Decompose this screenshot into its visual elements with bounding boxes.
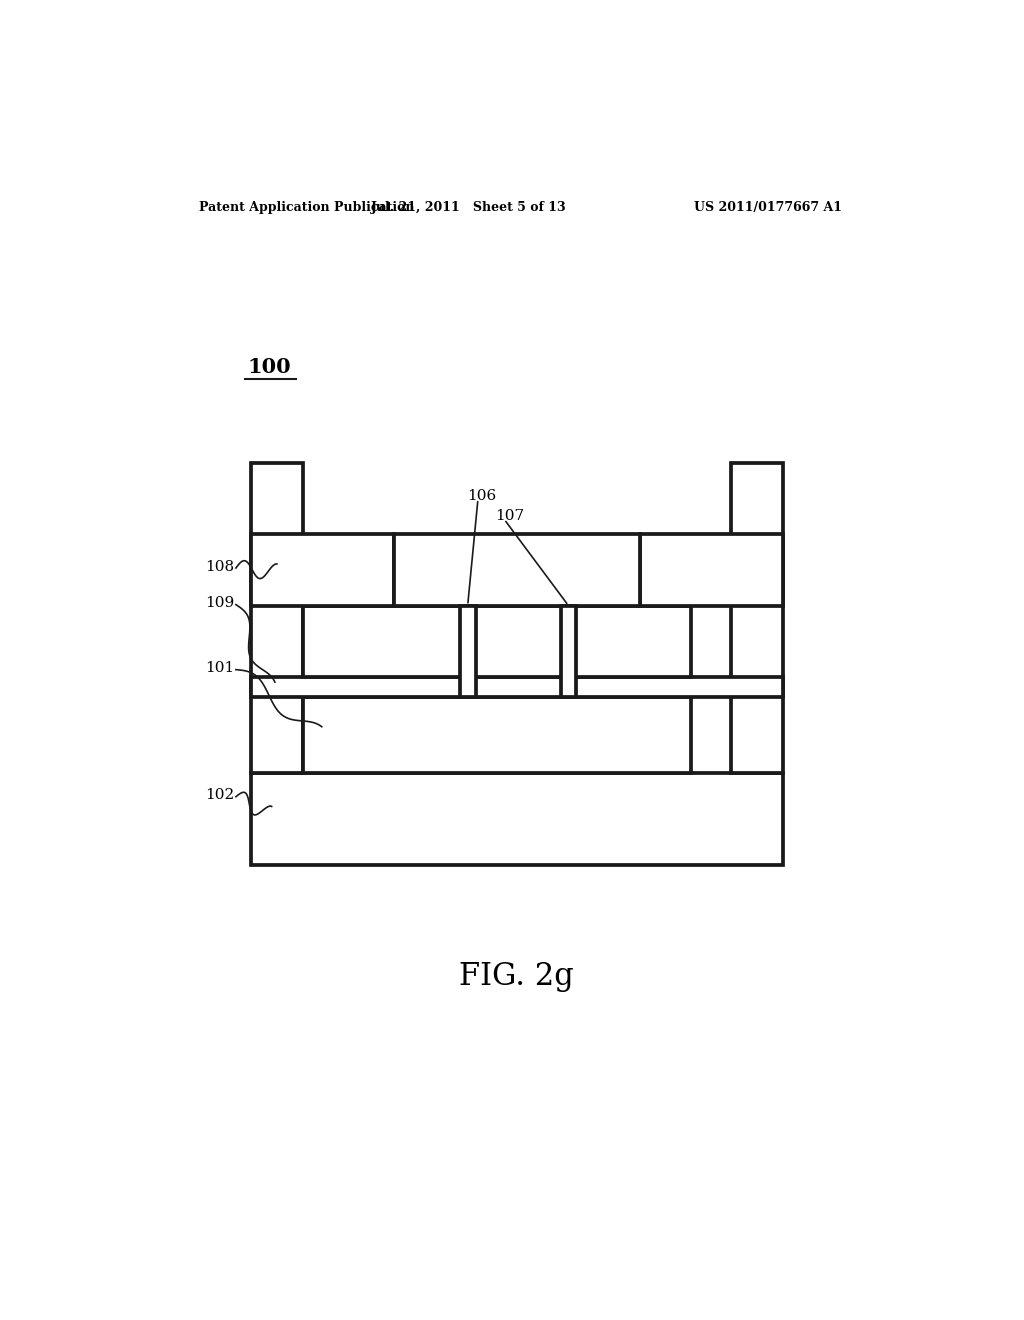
Text: 107: 107 <box>496 510 524 523</box>
Bar <box>303 697 691 774</box>
Text: 109: 109 <box>205 595 234 610</box>
Bar <box>251 774 782 865</box>
Bar <box>251 535 394 606</box>
Text: 102: 102 <box>205 788 234 801</box>
Bar <box>460 606 475 697</box>
Text: Patent Application Publication: Patent Application Publication <box>200 201 415 214</box>
Bar <box>303 606 691 677</box>
Text: 106: 106 <box>467 488 496 503</box>
Text: Jul. 21, 2011   Sheet 5 of 13: Jul. 21, 2011 Sheet 5 of 13 <box>372 201 567 214</box>
Bar <box>394 535 640 606</box>
Text: US 2011/0177667 A1: US 2011/0177667 A1 <box>694 201 842 214</box>
Text: FIG. 2g: FIG. 2g <box>460 961 574 993</box>
Text: 108: 108 <box>205 560 234 574</box>
Bar <box>731 463 782 774</box>
Text: 101: 101 <box>205 660 234 675</box>
Text: 100: 100 <box>248 356 291 378</box>
Bar <box>560 606 577 697</box>
Bar <box>251 677 782 697</box>
Bar <box>251 463 303 774</box>
Bar <box>640 535 782 606</box>
